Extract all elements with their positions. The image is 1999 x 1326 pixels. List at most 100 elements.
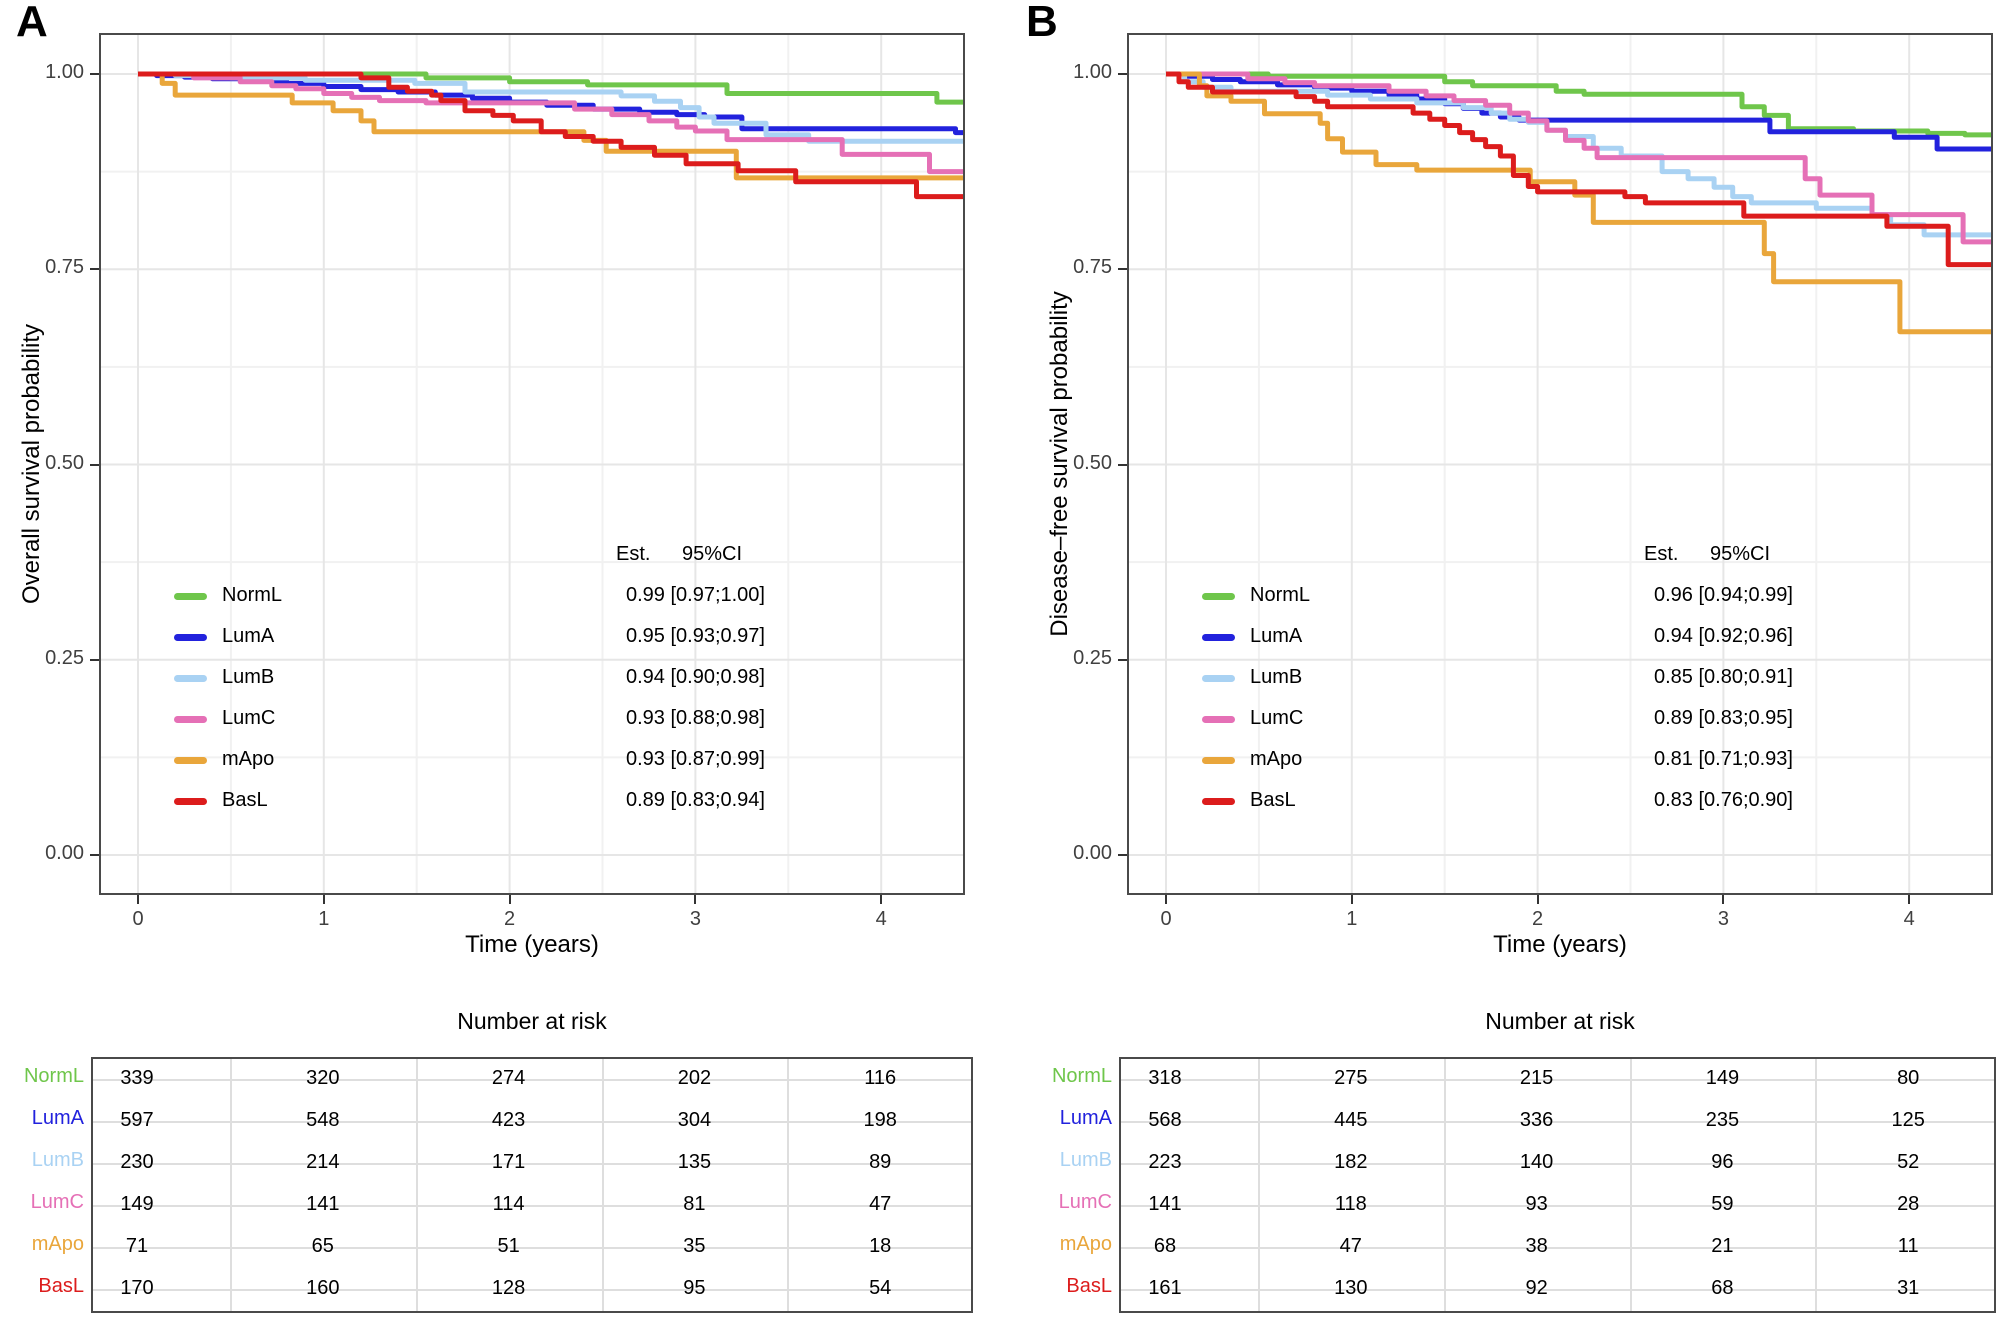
risk-table-hgrid xyxy=(93,1121,971,1123)
risk-table-hgrid xyxy=(93,1247,971,1249)
risk-count: 116 xyxy=(864,1067,897,1089)
km-curve-norml xyxy=(1166,71,1993,138)
legend-key-luma xyxy=(174,634,207,641)
risk-group-label: NormL xyxy=(1051,1065,1112,1087)
legend-header-item: 95%CI xyxy=(1709,543,1770,565)
risk-count: 149 xyxy=(120,1193,154,1215)
risk-count: 31 xyxy=(1897,1277,1920,1299)
y-tick-label: 0.25 xyxy=(45,646,84,669)
risk-count: 68 xyxy=(1153,1235,1177,1257)
legend-label: NormL xyxy=(222,584,283,606)
risk-count: 548 xyxy=(306,1109,340,1131)
risk-count: 128 xyxy=(491,1277,526,1299)
risk-count: 215 xyxy=(1519,1067,1554,1089)
x-tick-mark xyxy=(1350,895,1353,904)
x-tick-label: 2 xyxy=(504,908,516,930)
legend-label: LumC xyxy=(1250,707,1304,729)
risk-count: 445 xyxy=(1334,1109,1368,1131)
panel-b-risk-table-title: Number at risk xyxy=(1485,1008,1635,1034)
x-tick-mark xyxy=(1908,895,1911,904)
risk-count: 149 xyxy=(1705,1067,1740,1089)
km-curve-mapo xyxy=(138,71,965,181)
y-tick-label: 0.00 xyxy=(45,842,84,864)
legend-key-luma xyxy=(1202,634,1235,641)
legend-estimate: 0.93 [0.88;0.98] xyxy=(625,707,765,729)
risk-count: 568 xyxy=(1148,1109,1182,1131)
risk-group-label: LumB xyxy=(1059,1149,1112,1171)
legend-estimate: 0.94 [0.90;0.98] xyxy=(625,666,765,688)
km-curve-lumc xyxy=(138,71,965,175)
legend-estimate: 0.96 [0.94;0.99] xyxy=(1653,584,1793,606)
risk-table-hgrid xyxy=(93,1163,971,1165)
legend-key-lumb xyxy=(174,675,207,682)
risk-count: 51 xyxy=(497,1235,520,1257)
y-tick-label: 0.50 xyxy=(1073,451,1112,474)
risk-count: 89 xyxy=(869,1151,892,1173)
risk-count: 275 xyxy=(1334,1067,1368,1089)
risk-count: 81 xyxy=(683,1193,706,1215)
risk-table-hgrid xyxy=(93,1079,971,1081)
y-tick-label: 0.25 xyxy=(1073,646,1112,669)
km-curve-basl xyxy=(138,71,965,200)
risk-count: 423 xyxy=(491,1109,526,1131)
y-tick-label: 0.50 xyxy=(45,451,84,474)
risk-table: 339 320 274 202 116 597 548 423 304 198 230 214 171 1… xyxy=(91,1057,973,1313)
x-tick-mark xyxy=(1722,895,1725,904)
risk-count: 170 xyxy=(120,1277,154,1299)
panel-a-risk-table-title: Number at risk xyxy=(457,1008,607,1034)
panel-a-plot xyxy=(99,33,965,895)
risk-count: 18 xyxy=(869,1235,892,1257)
panel-a-x-axis-title: Time (years) xyxy=(465,931,599,958)
y-tick-mark xyxy=(90,854,99,856)
risk-count: 135 xyxy=(677,1151,712,1173)
risk-table-hgrid xyxy=(1121,1121,1994,1123)
risk-table: 318 275 215 149 80 568 445 336 235 125 223 182 140 96… xyxy=(1119,1057,1996,1313)
risk-count: 95 xyxy=(683,1277,706,1299)
x-tick-mark xyxy=(880,895,883,904)
risk-group-label: LumB xyxy=(31,1149,84,1171)
x-tick-label: 0 xyxy=(132,908,144,930)
y-tick-mark xyxy=(1118,658,1127,661)
risk-count: 223 xyxy=(1148,1151,1182,1173)
legend-key-mapo xyxy=(1202,757,1235,764)
risk-group-label: NormL xyxy=(23,1065,84,1087)
x-tick-mark xyxy=(694,895,697,904)
y-tick-label: 0.75 xyxy=(45,256,84,279)
legend-label: LumA xyxy=(1250,625,1303,647)
legend-key-basl xyxy=(174,798,207,805)
risk-count: 182 xyxy=(1334,1151,1368,1173)
legend-estimate: 0.95 [0.93;0.97] xyxy=(625,625,765,647)
risk-table-hgrid xyxy=(1121,1289,1994,1291)
risk-group-label: LumA xyxy=(1059,1107,1112,1129)
risk-table-hgrid xyxy=(93,1289,971,1291)
x-tick-label: 3 xyxy=(689,908,701,930)
risk-group-label: BasL xyxy=(38,1275,84,1297)
risk-table-vgrid xyxy=(1443,1059,1446,1311)
y-tick-label: 0.75 xyxy=(1073,256,1112,279)
risk-count: 68 xyxy=(1711,1277,1734,1299)
y-tick-label: 1.00 xyxy=(45,61,84,83)
risk-count: 214 xyxy=(306,1151,340,1173)
x-tick-mark xyxy=(1536,895,1539,904)
risk-count: 114 xyxy=(492,1193,525,1215)
legend-key-mapo xyxy=(174,757,207,764)
risk-count: 35 xyxy=(683,1235,706,1257)
legend-key-basl xyxy=(1202,798,1235,805)
risk-count: 59 xyxy=(1711,1193,1734,1215)
risk-table-vgrid xyxy=(1257,1059,1260,1311)
risk-table-hgrid xyxy=(1121,1247,1994,1249)
legend-key-norml xyxy=(1202,593,1235,600)
x-tick-mark xyxy=(137,895,139,904)
y-tick-mark xyxy=(90,268,99,271)
y-tick-mark xyxy=(90,658,99,661)
x-tick-mark xyxy=(1165,895,1167,904)
risk-count: 320 xyxy=(306,1067,340,1089)
legend-label: NormL xyxy=(1250,584,1311,606)
x-tick-label: 1 xyxy=(1346,908,1358,930)
legend-label: LumC xyxy=(222,707,276,729)
risk-group-label: mApo xyxy=(31,1233,84,1255)
y-tick-mark xyxy=(90,73,99,75)
legend-label: mApo xyxy=(1250,748,1303,770)
risk-count: 235 xyxy=(1705,1109,1740,1131)
